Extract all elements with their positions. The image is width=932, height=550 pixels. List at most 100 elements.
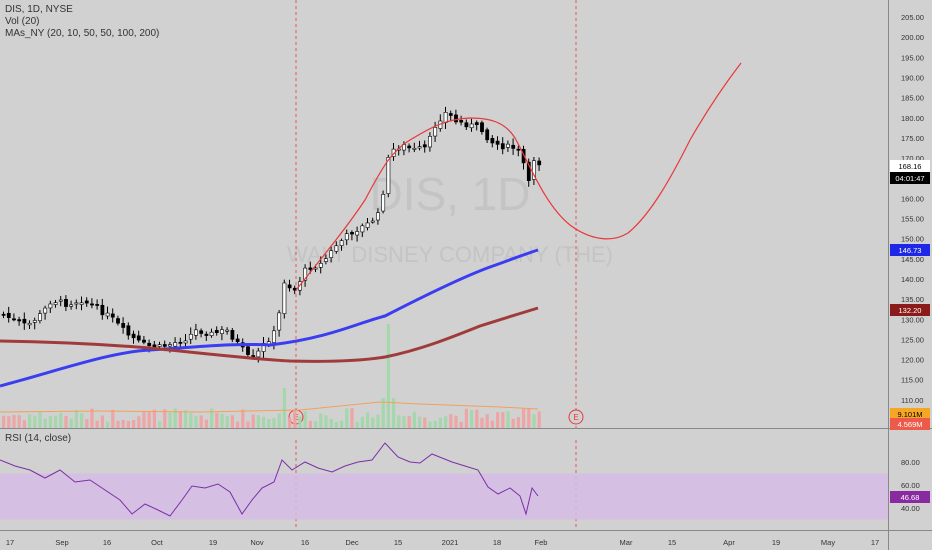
price-tick-label: 120.00 — [901, 356, 924, 365]
candle — [105, 312, 110, 317]
candle — [116, 318, 120, 324]
volume-avg-label-tag — [890, 418, 930, 430]
ma200-price-label: 132.20 — [899, 306, 922, 315]
candle — [53, 302, 58, 305]
price-tick-label: 195.00 — [901, 53, 924, 62]
volume-bar — [397, 415, 401, 428]
volume-average-line — [0, 401, 539, 413]
candle — [355, 231, 360, 236]
volume-bar — [475, 409, 479, 428]
volume-bar — [137, 416, 141, 428]
candle — [308, 267, 313, 270]
volume-bar — [298, 416, 302, 428]
volume-bar — [106, 421, 110, 428]
price-tick-label: 190.00 — [901, 73, 924, 82]
candle — [38, 313, 42, 321]
volume-bar — [282, 388, 286, 428]
rsi-line — [0, 442, 539, 517]
candle — [95, 304, 100, 306]
volume-bar — [111, 409, 115, 428]
volume-bar — [350, 408, 354, 428]
volume-bar — [480, 417, 484, 428]
volume-indicator-title[interactable]: Vol (20) — [5, 16, 40, 27]
candle — [199, 330, 204, 334]
price-tick-label: 200.00 — [901, 33, 924, 42]
candle — [188, 333, 193, 340]
volume-bar — [184, 410, 188, 428]
candle — [126, 325, 131, 336]
candle — [69, 304, 74, 307]
volume-bar — [511, 418, 515, 428]
volume-bar — [152, 409, 156, 428]
price-tick-label: 160.00 — [901, 194, 924, 203]
volume-bar — [100, 415, 104, 428]
candle — [162, 344, 167, 347]
countdown-label: 04:01:47 — [895, 174, 924, 183]
time-tick-label: Feb — [535, 538, 548, 547]
candle — [246, 346, 250, 355]
price-tick-label: 135.00 — [901, 295, 924, 304]
rsi-band — [0, 473, 888, 520]
candle — [48, 303, 53, 309]
rsi-value-label: 46.68 — [901, 493, 920, 502]
volume-bar — [168, 412, 172, 428]
candle — [350, 232, 354, 235]
time-tick-label: 15 — [394, 538, 402, 547]
ma-indicator-title[interactable]: MAs_NY (20, 10, 50, 50, 100, 200) — [5, 28, 160, 39]
time-tick-label: Nov — [250, 538, 264, 547]
time-tick-label: Mar — [620, 538, 633, 547]
symbol-title[interactable]: DIS, 1D, NYSE — [5, 4, 73, 15]
volume-bar — [366, 412, 370, 428]
volume-bar — [267, 419, 271, 428]
volume-bar — [230, 415, 234, 428]
volume-bar — [371, 417, 375, 428]
candle — [64, 298, 68, 307]
price-tick-label: 170.00 — [901, 154, 924, 163]
time-tick-label: 19 — [772, 538, 780, 547]
candle — [277, 312, 282, 331]
candle — [407, 145, 412, 149]
rsi-value-label-tag — [890, 491, 930, 503]
candle — [131, 333, 136, 339]
volume-bar — [459, 421, 463, 428]
candle — [511, 144, 516, 149]
price-tick-label: 185.00 — [901, 94, 924, 103]
time-tick-label: 19 — [209, 538, 217, 547]
rsi-tick-label: 80.00 — [901, 458, 920, 467]
candle — [225, 329, 230, 332]
candle — [506, 143, 510, 148]
candle — [110, 313, 115, 318]
volume-bar — [381, 398, 385, 428]
volume-bar — [178, 410, 182, 428]
volume-label-tag — [890, 408, 930, 420]
volume-bar — [48, 416, 52, 428]
candle — [58, 299, 63, 302]
candle — [313, 267, 318, 270]
candle — [329, 250, 334, 258]
volume-bar — [293, 410, 297, 428]
volume-bar — [74, 409, 78, 428]
volume-bar — [126, 421, 130, 428]
volume-bar — [314, 421, 318, 428]
candle — [235, 338, 240, 343]
candle — [480, 122, 484, 133]
candle — [173, 342, 178, 347]
time-tick-label: 2021 — [442, 538, 459, 547]
volume-bar — [69, 418, 73, 428]
volume-bar — [59, 412, 63, 428]
volume-bar — [355, 421, 359, 428]
volume-bar — [449, 413, 453, 428]
volume-bar — [340, 420, 344, 428]
volume-bar — [64, 415, 68, 428]
volume-bar — [288, 417, 292, 428]
candle — [516, 148, 521, 151]
candle — [334, 245, 339, 252]
rsi-indicator-title[interactable]: RSI (14, close) — [5, 433, 72, 444]
volume-bar — [438, 417, 442, 428]
volume-bar — [334, 421, 338, 428]
candle — [194, 329, 198, 336]
candle — [532, 160, 536, 180]
volume-bar — [532, 414, 536, 428]
